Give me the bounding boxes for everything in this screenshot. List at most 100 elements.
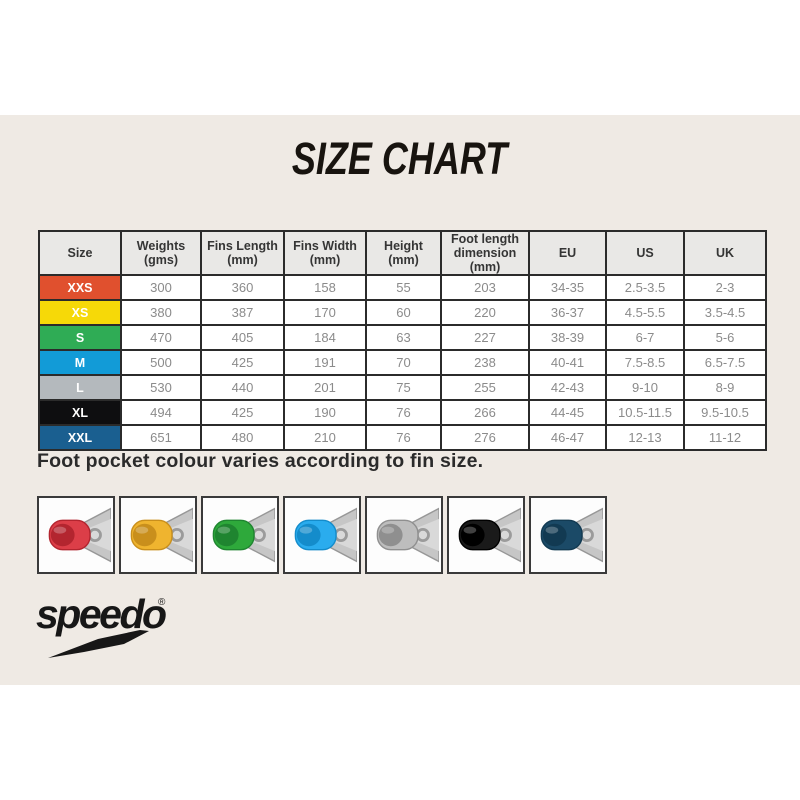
table-cell: 480 (200, 424, 285, 451)
table-cell: 63 (365, 324, 442, 351)
table-cell: 6-7 (605, 324, 685, 351)
table-cell: 470 (120, 324, 202, 351)
table-cell: 387 (200, 299, 285, 326)
table-cell: 5-6 (683, 324, 767, 351)
header-eu: EU (528, 230, 607, 276)
table-cell: 42-43 (528, 374, 607, 401)
table-cell: 425 (200, 349, 285, 376)
table-cell: 76 (365, 399, 442, 426)
size-table: Size Weights (gms) Fins Length (mm) Fins W… (38, 230, 767, 451)
table-cell: 76 (365, 424, 442, 451)
table-cell: 190 (283, 399, 367, 426)
table-cell: 276 (440, 424, 530, 451)
table-cell: 360 (200, 274, 285, 301)
table-row: XXL 651 480 210 76 276 46-47 12-13 11-12 (38, 424, 767, 451)
table-cell: 12-13 (605, 424, 685, 451)
table-cell: 40-41 (528, 349, 607, 376)
size-cell: L (38, 374, 122, 401)
speedo-boomerang-icon (48, 630, 149, 658)
speedo-logo: speedo ® (36, 591, 172, 668)
table-row: M 500 425 191 70 238 40-41 7.5-8.5 6.5-7.5 (38, 349, 767, 376)
fin-icon (212, 507, 275, 563)
table-cell: 55 (365, 274, 442, 301)
header-uk: UK (683, 230, 767, 276)
red-fin-thumbnail (37, 496, 115, 574)
table-cell: 170 (283, 299, 367, 326)
table-row: XXS 300 360 158 55 203 34-35 2.5-3.5 2-3 (38, 274, 767, 301)
table-cell: 34-35 (528, 274, 607, 301)
page-title: SIZE CHART (292, 133, 508, 184)
table-cell: 227 (440, 324, 530, 351)
table-cell: 651 (120, 424, 202, 451)
table-cell: 75 (365, 374, 442, 401)
fin-icon (540, 507, 603, 563)
header-weights: Weights (gms) (120, 230, 202, 276)
table-cell: 158 (283, 274, 367, 301)
table-cell: 380 (120, 299, 202, 326)
size-cell: XXL (38, 424, 122, 451)
speedo-logo-graphic: speedo ® (36, 591, 168, 658)
table-cell: 3.5-4.5 (683, 299, 767, 326)
table-cell: 266 (440, 399, 530, 426)
table-cell: 184 (283, 324, 367, 351)
table-cell: 7.5-8.5 (605, 349, 685, 376)
table-row: S 470 405 184 63 227 38-39 6-7 5-6 (38, 324, 767, 351)
fin-icon (130, 507, 193, 563)
blue-fin-thumbnail (283, 496, 361, 574)
table-cell: 9.5-10.5 (683, 399, 767, 426)
header-foot-length: Foot length dimension (mm) (440, 230, 530, 276)
table-cell: 210 (283, 424, 367, 451)
table-cell: 38-39 (528, 324, 607, 351)
size-cell: S (38, 324, 122, 351)
header-size: Size (38, 230, 122, 276)
table-cell: 6.5-7.5 (683, 349, 767, 376)
table-cell: 60 (365, 299, 442, 326)
table-cell: 238 (440, 349, 530, 376)
header-fins-width: Fins Width (mm) (283, 230, 367, 276)
green-fin-thumbnail (201, 496, 279, 574)
fin-icon (458, 507, 521, 563)
table-header-row: Size Weights (gms) Fins Length (mm) Fins W… (38, 230, 767, 276)
table-cell: 220 (440, 299, 530, 326)
size-cell: XL (38, 399, 122, 426)
table-cell: 440 (200, 374, 285, 401)
size-cell: M (38, 349, 122, 376)
grey-fin-thumbnail (365, 496, 443, 574)
registered-mark-icon: ® (158, 597, 166, 608)
table-row: L 530 440 201 75 255 42-43 9-10 8-9 (38, 374, 767, 401)
table-row: XL 494 425 190 76 266 44-45 10.5-11.5 9.5-10.5 (38, 399, 767, 426)
table-cell: 203 (440, 274, 530, 301)
black-fin-thumbnail (447, 496, 525, 574)
table-cell: 494 (120, 399, 202, 426)
table-cell: 46-47 (528, 424, 607, 451)
fin-icon (48, 507, 111, 563)
table-cell: 2.5-3.5 (605, 274, 685, 301)
table-cell: 11-12 (683, 424, 767, 451)
table-cell: 530 (120, 374, 202, 401)
yellow-fin-thumbnail (119, 496, 197, 574)
table-cell: 201 (283, 374, 367, 401)
table-cell: 44-45 (528, 399, 607, 426)
table-cell: 191 (283, 349, 367, 376)
header-us: US (605, 230, 685, 276)
table-cell: 255 (440, 374, 530, 401)
header-height: Height (mm) (365, 230, 442, 276)
size-cell: XXS (38, 274, 122, 301)
size-cell: XS (38, 299, 122, 326)
note-text: Foot pocket colour varies according to f… (37, 450, 484, 472)
navy-fin-thumbnail (529, 496, 607, 574)
table-cell: 70 (365, 349, 442, 376)
table-cell: 9-10 (605, 374, 685, 401)
table-row: XS 380 387 170 60 220 36-37 4.5-5.5 3.5-4.5 (38, 299, 767, 326)
table-cell: 8-9 (683, 374, 767, 401)
header-fins-length: Fins Length (mm) (200, 230, 285, 276)
table-cell: 2-3 (683, 274, 767, 301)
table-cell: 405 (200, 324, 285, 351)
table-cell: 425 (200, 399, 285, 426)
fin-icon (294, 507, 357, 563)
table-cell: 36-37 (528, 299, 607, 326)
fin-thumbnails (37, 496, 607, 574)
table-cell: 4.5-5.5 (605, 299, 685, 326)
table-cell: 500 (120, 349, 202, 376)
table-cell: 10.5-11.5 (605, 399, 685, 426)
